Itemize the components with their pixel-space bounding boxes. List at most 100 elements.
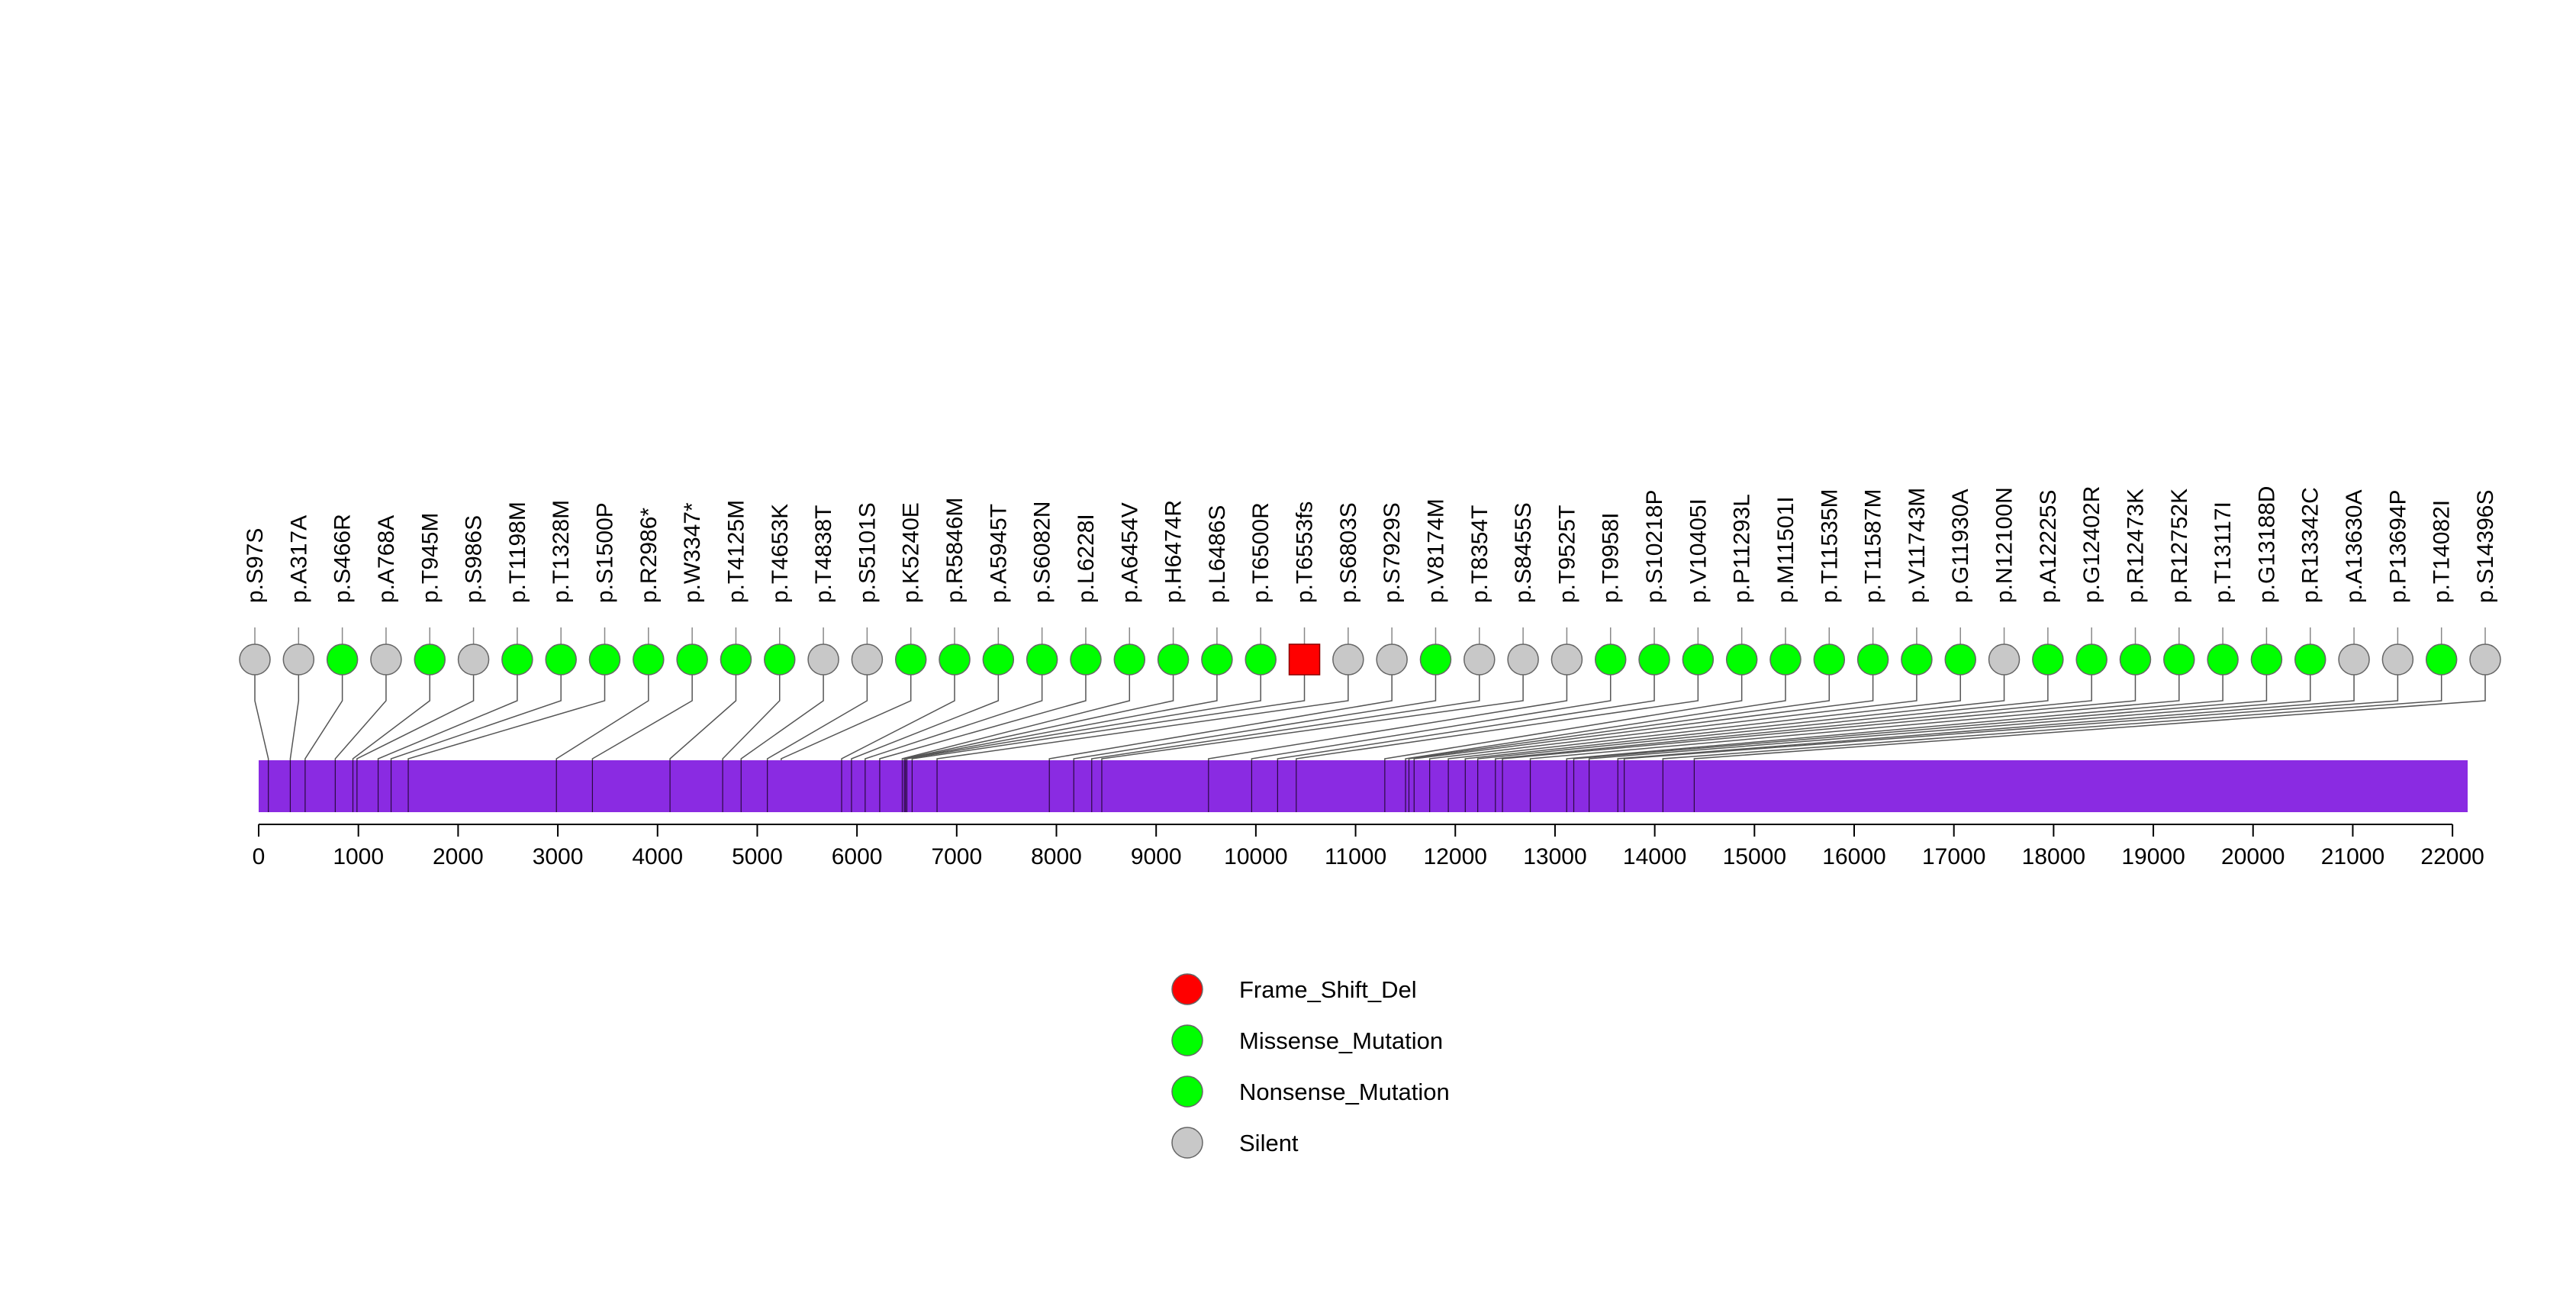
mutation-label: p.V11743M [1905, 488, 1930, 603]
mutation-label: p.L6486S [1205, 505, 1230, 603]
protein-bar [259, 760, 2468, 812]
silent-marker [807, 643, 839, 676]
connector-lines [254, 660, 2486, 760]
mutation-label: p.T1198M [505, 501, 530, 603]
missense-marker [939, 643, 971, 676]
connector-line [356, 660, 475, 760]
x-tick-label: 12000 [1424, 844, 1487, 869]
x-tick-label: 18000 [2022, 844, 2085, 869]
mutation-label: p.R5846M [942, 498, 968, 603]
mutation-label: p.V10405I [1686, 498, 1711, 603]
connector-line [1296, 660, 1699, 760]
mutation-label: p.L6228I [1074, 514, 1099, 603]
mutation-label: p.T13117I [2211, 501, 2236, 603]
mutation-label: p.R12752K [2167, 489, 2192, 603]
missense-marker [1813, 643, 1846, 676]
connector-line [904, 660, 1218, 760]
mutation-label: p.V8174M [1423, 498, 1448, 603]
legend-label: Frame_Shift_Del [1239, 976, 1417, 1003]
connector-line [1623, 660, 2399, 760]
mutation-label: p.T9958I [1599, 513, 1624, 603]
silent-marker [2381, 643, 2414, 676]
mutation-label: p.R13342C [2298, 487, 2323, 603]
missense-marker [1026, 643, 1058, 676]
missense-marker [501, 643, 533, 676]
connector-line [1428, 660, 1918, 760]
mutation-label: p.S8455S [1511, 502, 1536, 603]
silent-marker [457, 643, 490, 676]
connector-line [1495, 660, 2092, 760]
mutation-label: p.R12473K [2123, 489, 2148, 603]
connector-line [1208, 660, 1568, 760]
missense-marker [1682, 643, 1715, 676]
mutation-label: p.T4838T [811, 505, 836, 603]
mutation-label: p.S10218P [1642, 490, 1667, 603]
connector-line [390, 660, 562, 760]
mutation-label: p.T9525T [1554, 505, 1579, 603]
x-tick-label: 14000 [1623, 844, 1686, 869]
mutation-label: p.S6082N [1030, 501, 1055, 603]
x-tick-label: 9000 [1131, 844, 1182, 869]
frameshift-marker [1288, 643, 1321, 676]
missense-marker [1901, 643, 1933, 676]
mutation-label: p.T4653K [768, 504, 793, 603]
connector-line [1662, 660, 2442, 760]
missense-marker [2032, 643, 2064, 676]
connector-line [591, 660, 693, 760]
mutation-label: p.T945M [417, 513, 443, 603]
mutation-label: p.G13188D [2254, 486, 2279, 603]
mutation-label: p.T14082I [2429, 500, 2455, 603]
mutation-label: p.G11930A [1948, 489, 1973, 603]
mutation-label: p.W3347* [680, 502, 705, 603]
connector-line [1566, 660, 2223, 760]
connector-line [1588, 660, 2311, 760]
legend-swatch [1171, 973, 1203, 1005]
mutation-label: p.A13630A [2342, 490, 2367, 603]
legend-swatch [1171, 1076, 1203, 1108]
connector-line [841, 660, 955, 760]
connector-line [1529, 660, 2180, 760]
missense-marker [1245, 643, 1277, 676]
mutation-label: p.T4125M [723, 500, 749, 603]
missense-marker [720, 643, 752, 676]
mutation-label: p.H6474R [1161, 500, 1187, 603]
connector-line [334, 660, 387, 760]
missense-marker [1201, 643, 1233, 676]
x-tick-label: 7000 [931, 844, 982, 869]
x-tick-label: 10000 [1224, 844, 1287, 869]
connector-line [1476, 660, 2049, 760]
connector-line [1502, 660, 2136, 760]
mutation-label: p.S986S [462, 515, 487, 603]
connector-line [407, 660, 606, 760]
mutation-label: p.P11293L [1730, 494, 1755, 603]
connector-line [555, 660, 649, 760]
connector-line [722, 660, 781, 760]
silent-marker [2469, 643, 2501, 676]
missense-marker [1944, 643, 1976, 676]
missense-marker [2294, 643, 2326, 676]
lollipop-heads [239, 643, 2501, 676]
x-tick-label: 11000 [1325, 844, 1386, 869]
connector-line [740, 660, 824, 760]
connector-line [304, 660, 343, 760]
connector-line [1101, 660, 1524, 760]
connector-line [901, 660, 1131, 760]
connector-line [254, 660, 269, 760]
missense-marker [764, 643, 796, 676]
mutation-label: p.S97S [243, 528, 268, 603]
mutation-label: p.M11501I [1773, 496, 1798, 603]
connector-line [1617, 660, 2355, 760]
missense-marker [1638, 643, 1670, 676]
connector-line [1413, 660, 1874, 760]
mutation-label: p.S14396S [2473, 490, 2498, 603]
connector-line [1091, 660, 1480, 760]
x-tick-label: 6000 [832, 844, 883, 869]
missense-marker [1725, 643, 1758, 676]
x-tick-label: 19000 [2121, 844, 2185, 869]
missense-marker [1594, 643, 1627, 676]
missense-marker [2250, 643, 2283, 676]
x-tick-label: 5000 [732, 844, 783, 869]
x-tick-label: 16000 [1822, 844, 1885, 869]
missense-marker [633, 643, 665, 676]
connector-line [906, 660, 1261, 760]
